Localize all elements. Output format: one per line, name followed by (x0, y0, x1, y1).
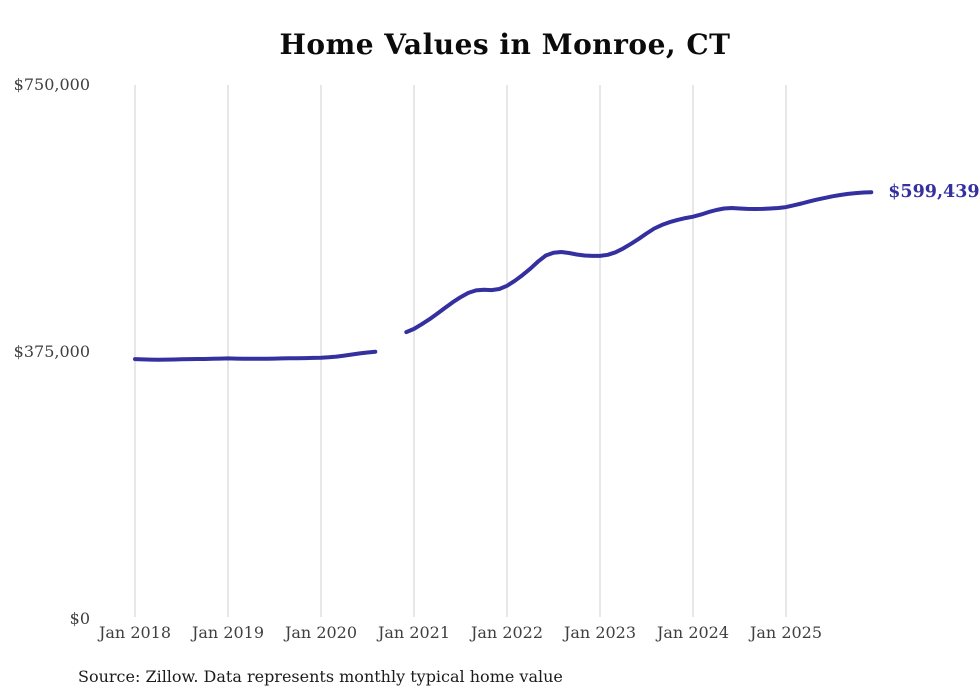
value-line (404, 190, 874, 335)
x-tick-label: Jan 2021 (377, 623, 451, 642)
x-tick-label: Jan 2018 (98, 623, 172, 642)
x-tick-label: Jan 2025 (749, 623, 823, 642)
source-note: Source: Zillow. Data represents monthly … (78, 667, 563, 686)
x-tick-label: Jan 2024 (656, 623, 730, 642)
value-line (133, 349, 378, 362)
x-tick-label: Jan 2019 (191, 623, 265, 642)
latest-value-label: $599,439 (888, 182, 980, 203)
y-tick-label: $375,000 (13, 342, 90, 361)
y-tick-label: $750,000 (13, 75, 90, 94)
chart-title: Home Values in Monroe, CT (279, 28, 731, 61)
y-tick-label: $0 (69, 609, 90, 628)
x-tick-label: Jan 2020 (284, 623, 358, 642)
x-tick-label: Jan 2022 (470, 623, 544, 642)
y-axis: $0 $375,000 $750,000 (0, 0, 90, 699)
x-tick-label: Jan 2023 (563, 623, 637, 642)
